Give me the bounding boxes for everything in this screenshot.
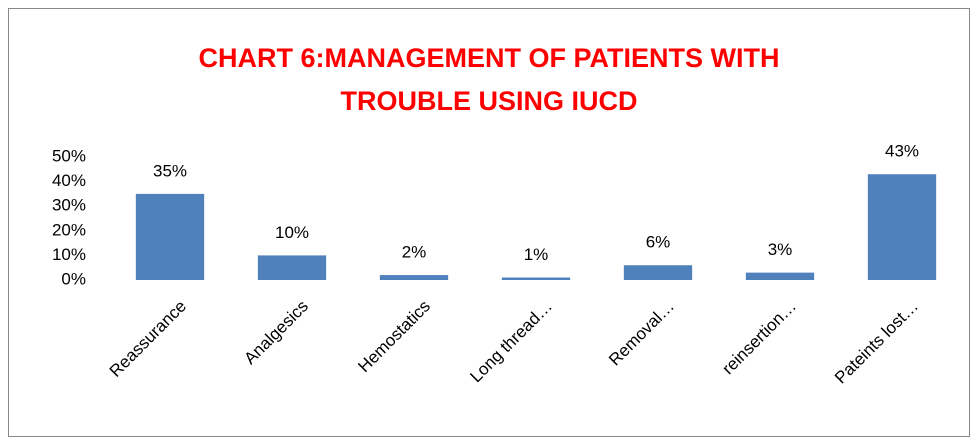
data-label: 10% xyxy=(275,223,309,242)
bar xyxy=(745,272,815,280)
y-tick-label: 30% xyxy=(52,196,86,215)
bar xyxy=(379,275,449,280)
data-label: 3% xyxy=(768,240,793,259)
data-label: 6% xyxy=(646,233,671,252)
y-tick-label: 50% xyxy=(52,146,86,165)
data-label: 43% xyxy=(885,142,919,161)
y-tick-label: 0% xyxy=(61,269,86,288)
data-label: 2% xyxy=(402,243,427,262)
y-tick-label: 10% xyxy=(52,245,86,264)
y-tick-label: 40% xyxy=(52,171,86,190)
chart-title: CHART 6:MANAGEMENT OF PATIENTS WITH xyxy=(199,43,780,73)
bar xyxy=(257,255,327,280)
bar xyxy=(867,174,937,280)
y-tick-label: 20% xyxy=(52,220,86,239)
data-label: 35% xyxy=(153,161,187,180)
bar xyxy=(623,265,693,280)
chart-title: TROUBLE USING IUCD xyxy=(341,86,638,116)
bar xyxy=(501,277,571,280)
bar xyxy=(135,193,205,280)
data-label: 1% xyxy=(524,245,549,264)
